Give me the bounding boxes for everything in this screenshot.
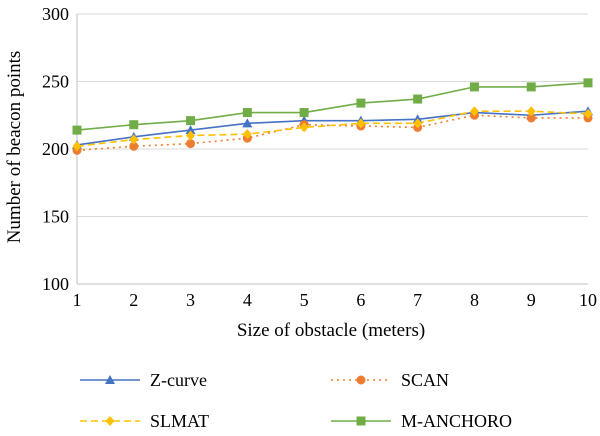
legend-label: Z-curve <box>150 370 207 390</box>
y-tick-labels: 100 150 200 250 300 <box>42 4 69 294</box>
data-point <box>469 106 479 117</box>
x-tick-label: 8 <box>470 290 479 310</box>
data-point <box>185 125 196 135</box>
legend: Z-curve SCAN SLMAT M-ANCHORO <box>80 370 512 431</box>
series-line <box>76 110 589 148</box>
data-point <box>129 141 139 151</box>
data-point <box>469 82 479 92</box>
y-tick-label: 200 <box>42 139 69 159</box>
x-tick-label: 6 <box>356 290 365 310</box>
series-z-curve <box>72 106 593 149</box>
data-point <box>129 120 139 130</box>
x-tick-label: 7 <box>413 290 422 310</box>
x-tick-label: 2 <box>129 290 138 310</box>
legend-marker <box>356 416 366 426</box>
series-line <box>76 110 589 146</box>
y-axis-title: Number of beacon points <box>4 51 25 244</box>
data-point <box>526 113 536 123</box>
legend-item: SCAN <box>331 370 449 390</box>
legend-marker <box>105 375 115 384</box>
x-axis-title: Size of obstacle (meters) <box>237 320 425 341</box>
y-tick-label: 300 <box>42 4 69 24</box>
data-point <box>186 139 196 149</box>
data-point <box>356 118 366 129</box>
data-point <box>186 130 196 141</box>
data-point <box>299 108 309 118</box>
x-tick-label: 9 <box>527 290 536 310</box>
series-line <box>76 114 588 152</box>
y-tick-label: 100 <box>42 274 69 294</box>
legend-label: M-ANCHORO <box>401 411 512 431</box>
data-point <box>129 134 139 145</box>
data-point <box>299 122 309 133</box>
x-tick-label: 5 <box>300 290 309 310</box>
data-point <box>526 82 536 92</box>
x-tick-label: 1 <box>73 290 82 310</box>
data-point <box>526 106 536 117</box>
data-point <box>242 129 252 140</box>
series-scan <box>72 110 593 155</box>
data-point <box>413 118 423 129</box>
legend-item: Z-curve <box>80 370 207 390</box>
legend-item: M-ANCHORO <box>331 411 512 431</box>
data-point <box>72 141 82 152</box>
legend-marker <box>356 375 366 385</box>
legend-label: SCAN <box>401 370 449 390</box>
data-point <box>242 108 252 118</box>
series-slmat <box>72 106 593 152</box>
legend-marker <box>105 416 115 426</box>
x-tick-label: 10 <box>579 290 597 310</box>
data-point <box>583 78 593 88</box>
y-tick-label: 150 <box>42 207 69 227</box>
y-tick-label: 250 <box>42 72 69 92</box>
series-line <box>76 82 589 131</box>
legend-label: SLMAT <box>150 411 209 431</box>
data-point <box>356 98 366 108</box>
data-point <box>242 118 253 128</box>
gridlines <box>77 13 588 285</box>
data-point <box>413 94 423 104</box>
x-tick-labels: 1 2 3 4 5 6 7 8 9 10 <box>73 290 598 310</box>
x-tick-label: 3 <box>186 290 195 310</box>
series-m-anchoro <box>72 78 593 135</box>
data-series <box>72 78 593 155</box>
x-tick-label: 4 <box>243 290 252 310</box>
data-point <box>72 125 82 135</box>
legend-item: SLMAT <box>80 411 209 431</box>
data-point <box>583 108 593 119</box>
data-point <box>186 116 196 126</box>
